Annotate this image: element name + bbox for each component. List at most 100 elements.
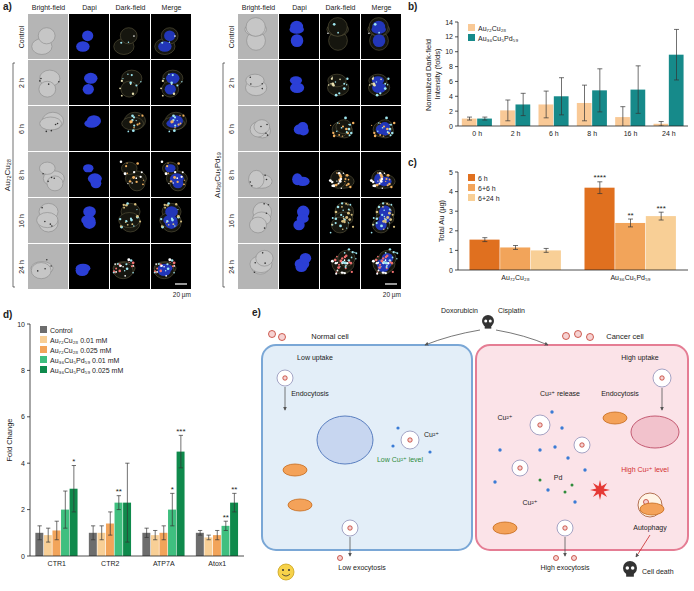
particle-dot bbox=[264, 175, 266, 177]
scale-bar-label: 20 µm bbox=[173, 291, 191, 299]
scatter-speckle bbox=[156, 271, 158, 273]
particle-dot bbox=[268, 204, 270, 206]
scatter-speckle bbox=[177, 123, 179, 125]
marks bbox=[470, 182, 676, 270]
scatter-speckle bbox=[167, 163, 168, 164]
cell-body bbox=[331, 170, 346, 188]
scatter-speckle bbox=[142, 183, 144, 185]
bar bbox=[470, 240, 500, 270]
scatter-speckle bbox=[172, 223, 174, 225]
scatter-speckle bbox=[172, 265, 174, 267]
row-label: Control bbox=[18, 25, 25, 48]
micrograph-grid: Bright-fieldDapiDark-fieldMergeControl2 … bbox=[3, 4, 191, 299]
scatter-speckle bbox=[337, 183, 338, 184]
scatter-speckle bbox=[381, 214, 383, 216]
scatter-speckle bbox=[385, 272, 387, 274]
nucleus bbox=[164, 30, 175, 41]
micrograph-cell bbox=[279, 198, 319, 243]
scatter-speckle bbox=[162, 95, 164, 97]
nanoparticle bbox=[348, 526, 352, 530]
scatter-speckle bbox=[120, 42, 122, 44]
scatter-speckle bbox=[345, 203, 347, 205]
row-label: 24 h bbox=[228, 260, 235, 274]
scatter-speckle bbox=[133, 124, 135, 126]
particle-dot bbox=[266, 124, 268, 126]
legend-swatch bbox=[40, 346, 47, 353]
error-bar bbox=[467, 117, 472, 120]
micrograph-cell bbox=[361, 14, 401, 59]
scatter-speckle bbox=[133, 225, 134, 226]
scatter-speckle bbox=[180, 220, 182, 222]
y-tick-label: 6 bbox=[21, 413, 25, 420]
skull-eye bbox=[489, 320, 492, 323]
scatter-speckle bbox=[348, 248, 350, 250]
label: High uptake bbox=[621, 354, 658, 362]
cell-body bbox=[249, 170, 264, 188]
scatter-speckle bbox=[173, 272, 175, 274]
copper-ion bbox=[538, 448, 541, 451]
particle-dot bbox=[51, 225, 53, 227]
y-tick-label: 12 bbox=[445, 33, 453, 40]
scatter-speckle bbox=[348, 218, 351, 221]
scatter-speckle bbox=[126, 267, 129, 270]
error-bar bbox=[482, 117, 487, 120]
scatter-speckle bbox=[369, 84, 371, 86]
arrow bbox=[496, 330, 548, 345]
micrograph-cell bbox=[110, 198, 150, 243]
scatter-speckle bbox=[389, 222, 390, 223]
row-label: 16 h bbox=[228, 214, 235, 228]
scatter-speckle bbox=[155, 263, 157, 265]
scatter-speckle bbox=[343, 219, 345, 221]
scatter-speckle bbox=[379, 134, 381, 136]
cell-body bbox=[328, 74, 346, 87]
scatter-speckle bbox=[168, 131, 170, 133]
axis-title: Fold Change bbox=[5, 419, 14, 462]
dark-bg bbox=[110, 244, 150, 289]
scatter-speckle bbox=[183, 183, 185, 185]
scatter-speckle bbox=[384, 219, 386, 221]
scatter-speckle bbox=[132, 272, 134, 274]
scatter-speckle bbox=[164, 207, 166, 209]
label: High exocytosis bbox=[540, 564, 590, 572]
scatter-speckle bbox=[125, 263, 127, 265]
y-tick-label: 10 bbox=[445, 48, 453, 55]
dark-bg bbox=[320, 106, 360, 151]
scatter-speckle bbox=[349, 134, 351, 136]
micrograph-cell bbox=[320, 14, 360, 59]
vesicle bbox=[574, 437, 590, 453]
cell-title: Normal cell bbox=[311, 332, 349, 341]
scatter-speckle bbox=[386, 128, 389, 131]
dark-bg bbox=[320, 60, 360, 105]
cell-body bbox=[119, 213, 140, 228]
scatter-speckle bbox=[368, 32, 370, 34]
scatter-speckle bbox=[331, 181, 333, 183]
nanoparticle bbox=[283, 376, 287, 380]
error-bar bbox=[144, 528, 148, 537]
nucleus bbox=[631, 416, 679, 448]
y-tick-label: 0 bbox=[449, 267, 453, 274]
scatter-speckle bbox=[379, 264, 381, 266]
scatter-speckle bbox=[127, 131, 129, 133]
scatter-speckle bbox=[169, 41, 170, 42]
nanoparticle bbox=[279, 334, 286, 341]
scatter-speckle bbox=[120, 225, 122, 227]
error-bar bbox=[72, 466, 76, 512]
scatter-speckle bbox=[131, 265, 133, 267]
nucleus bbox=[293, 220, 304, 231]
scatter-speckle bbox=[161, 226, 164, 229]
dark-bg bbox=[151, 152, 191, 197]
scatter-speckle bbox=[336, 172, 338, 174]
scatter-speckle bbox=[331, 78, 333, 80]
scatter-speckle bbox=[340, 214, 342, 216]
scatter-speckle bbox=[170, 180, 172, 182]
y-tick bbox=[455, 250, 458, 251]
scatter-speckle bbox=[140, 81, 141, 82]
scatter-speckle bbox=[133, 171, 135, 173]
dark-bg bbox=[361, 106, 401, 151]
nucleus bbox=[173, 178, 184, 188]
scatter-speckle bbox=[378, 206, 381, 209]
scatter-speckle bbox=[372, 260, 375, 263]
y-tick bbox=[27, 556, 30, 557]
scatter-speckle bbox=[127, 74, 128, 75]
x-tick-label: Au₃₆Cu₅Pd₅₉ bbox=[610, 274, 650, 281]
